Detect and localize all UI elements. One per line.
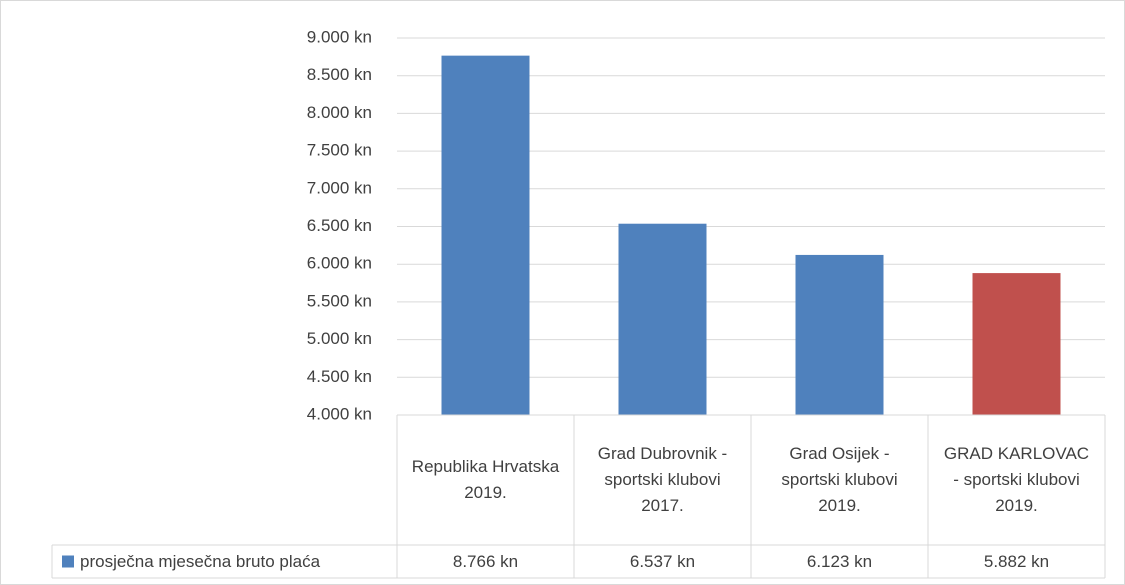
- value-label-box: 8.766 kn: [452, 551, 519, 571]
- y-tick-label: 7.500 kn: [307, 141, 372, 160]
- value-label: 5.882 kn: [983, 551, 1050, 571]
- y-tick-label: 6.000 kn: [307, 254, 372, 273]
- value-label-box: 5.882 kn: [983, 551, 1050, 571]
- value-label: 8.766 kn: [452, 551, 519, 571]
- legend-swatch: [62, 555, 74, 568]
- legend-label: prosječna mjesečna bruto plaća: [80, 552, 321, 571]
- category-label: Republika Hrvatska 2019.: [411, 457, 560, 502]
- value-label: 6.123 kn: [806, 551, 873, 571]
- bar: [972, 273, 1061, 415]
- y-tick-label: 7.000 kn: [307, 178, 372, 197]
- category-label-box: GRAD KARLOVAC - sportski klubovi 2019.: [943, 444, 1090, 515]
- y-tick-label: 8.500 kn: [307, 65, 372, 84]
- category-label: Grad Osijek - sportski klubovi 2019.: [781, 444, 898, 515]
- y-tick-label: 4.000 kn: [307, 404, 372, 423]
- y-tick-label: 5.000 kn: [307, 329, 372, 348]
- category-label-box: Republika Hrvatska 2019.: [411, 457, 560, 502]
- bar: [618, 223, 707, 415]
- value-label-box: 6.537 kn: [629, 551, 696, 571]
- y-tick-label: 5.500 kn: [307, 291, 372, 310]
- bar: [441, 55, 530, 415]
- value-label-box: 6.123 kn: [806, 551, 873, 571]
- y-tick-label: 4.500 kn: [307, 367, 372, 386]
- y-tick-label: 8.000 kn: [307, 103, 372, 122]
- value-label: 6.537 kn: [629, 551, 696, 571]
- y-tick-label: 6.500 kn: [307, 216, 372, 235]
- category-label: Grad Dubrovnik - sportski klubovi 2017.: [597, 444, 728, 515]
- bar: [795, 254, 884, 415]
- y-tick-label: 9.000 kn: [307, 27, 372, 46]
- category-label-box: Grad Osijek - sportski klubovi 2019.: [781, 444, 898, 515]
- category-label-box: Grad Dubrovnik - sportski klubovi 2017.: [597, 444, 728, 515]
- category-label: GRAD KARLOVAC - sportski klubovi 2019.: [943, 444, 1090, 515]
